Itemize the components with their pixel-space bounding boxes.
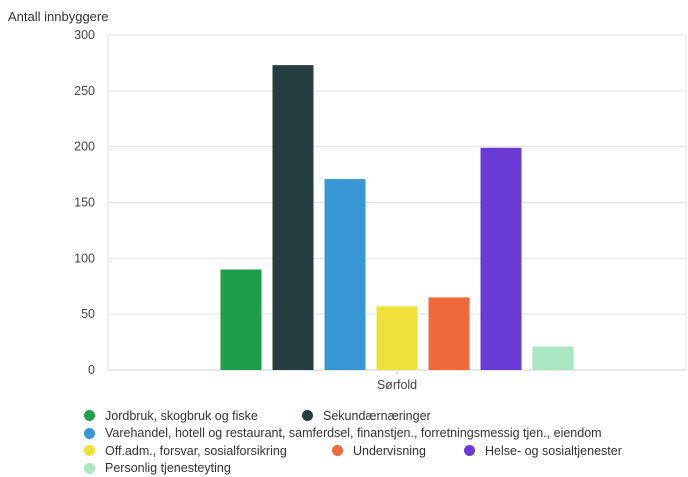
bar-chart: 0 50 100 150 200 250 300 Sørfold bbox=[74, 28, 687, 392]
bar-4 bbox=[376, 306, 418, 370]
legend-item-personlig[interactable]: Personlig tjenesteyting bbox=[84, 461, 231, 475]
y-tick-label: 200 bbox=[74, 140, 95, 154]
legend-dot-icon bbox=[84, 462, 95, 474]
legend-dot-icon bbox=[84, 427, 95, 439]
legend: Jordbruk, skogbruk og fiske Sekundærnæri… bbox=[84, 407, 684, 477]
legend-row: Personlig tjenesteyting bbox=[84, 460, 684, 477]
legend-row: Jordbruk, skogbruk og fiske Sekundærnæri… bbox=[84, 407, 684, 425]
legend-dot-icon bbox=[84, 410, 95, 422]
bar-3 bbox=[324, 179, 366, 370]
y-tick-label: 300 bbox=[74, 28, 95, 42]
legend-dot-icon bbox=[464, 445, 475, 457]
y-tick-label: 100 bbox=[74, 251, 95, 265]
legend-dot-icon bbox=[302, 410, 313, 422]
legend-row: Off.adm., forsvar, sosialforsikring Unde… bbox=[84, 442, 684, 460]
legend-label: Personlig tjenesteyting bbox=[105, 461, 231, 476]
legend-dot-icon bbox=[332, 445, 343, 457]
legend-dot-icon bbox=[84, 445, 95, 457]
bar-7 bbox=[532, 346, 574, 370]
legend-item-sekundaernaeringer[interactable]: Sekundærnæringer bbox=[302, 409, 431, 423]
bar-6 bbox=[480, 147, 522, 370]
legend-item-jordbruk[interactable]: Jordbruk, skogbruk og fiske bbox=[84, 409, 302, 423]
bar-5 bbox=[428, 297, 470, 370]
legend-label: Helse- og sosialtjenester bbox=[485, 443, 622, 458]
legend-item-undervisning[interactable]: Undervisning bbox=[332, 444, 464, 458]
legend-label: Off.adm., forsvar, sosialforsikring bbox=[105, 443, 287, 458]
y-tick-label: 0 bbox=[88, 363, 95, 377]
x-tick-label: Sørfold bbox=[377, 378, 417, 392]
legend-label: Sekundærnæringer bbox=[323, 408, 431, 423]
legend-row: Varehandel, hotell og restaurant, samfer… bbox=[84, 425, 684, 443]
y-axis-label: Antall innbyggere bbox=[8, 9, 109, 24]
legend-label: Undervisning bbox=[353, 443, 426, 458]
legend-label: Varehandel, hotell og restaurant, samfer… bbox=[105, 426, 602, 441]
bar-2 bbox=[272, 65, 314, 371]
y-tick-label: 50 bbox=[81, 307, 95, 321]
legend-item-helse[interactable]: Helse- og sosialtjenester bbox=[464, 444, 622, 458]
y-tick-label: 150 bbox=[74, 196, 95, 210]
legend-label: Jordbruk, skogbruk og fiske bbox=[105, 408, 258, 423]
y-tick-label: 250 bbox=[74, 84, 95, 98]
legend-item-varehandel[interactable]: Varehandel, hotell og restaurant, samfer… bbox=[84, 426, 602, 440]
legend-item-off-adm[interactable]: Off.adm., forsvar, sosialforsikring bbox=[84, 444, 332, 458]
bar-1 bbox=[220, 269, 262, 370]
